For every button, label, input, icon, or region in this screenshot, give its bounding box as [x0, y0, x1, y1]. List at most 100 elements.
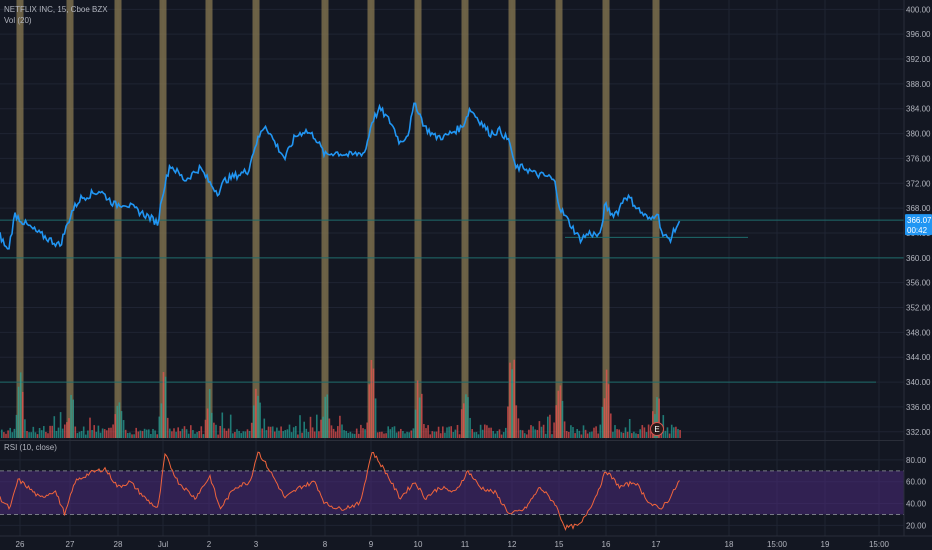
volume-bar — [530, 425, 532, 438]
volume-bar — [9, 427, 11, 438]
volume-bar — [242, 431, 245, 438]
volume-bar — [32, 426, 35, 438]
volume-bar — [24, 419, 26, 438]
volume-bar — [519, 429, 522, 438]
volume-bar — [475, 431, 478, 438]
volume-bar — [307, 432, 310, 438]
chart-legend: NETFLIX INC, 15, Cboe BZX Vol (20) — [4, 4, 108, 26]
volume-bar — [574, 433, 576, 438]
volume-bar — [572, 427, 574, 438]
volume-bar — [463, 403, 465, 438]
volume-bar — [532, 426, 534, 438]
volume-bar — [624, 427, 627, 438]
volume-bar — [267, 426, 270, 438]
volume-bar — [589, 432, 591, 438]
volume-bar — [454, 429, 457, 438]
volume-bar — [17, 386, 20, 438]
volume-bar — [166, 417, 169, 438]
volume-bar — [414, 409, 417, 438]
volume-bar — [473, 432, 476, 438]
volume-legend: Vol (20) — [4, 16, 32, 25]
volume-bar — [82, 426, 85, 438]
volume-bar — [628, 419, 631, 438]
volume-bar — [599, 424, 602, 438]
volume-bar — [393, 426, 396, 438]
last-price-value: 366.07 — [907, 216, 932, 225]
volume-bar — [536, 429, 539, 438]
volume-bar — [620, 432, 623, 438]
volume-bar — [551, 434, 553, 438]
volume-bar — [3, 432, 5, 438]
volume-bar — [668, 433, 671, 438]
price-tick-label: 368.00 — [906, 204, 931, 213]
volume-bar — [448, 426, 450, 438]
volume-bar — [28, 432, 30, 438]
volume-bar — [387, 426, 389, 438]
volume-bar — [633, 431, 635, 438]
volume-bar — [200, 426, 203, 438]
volume-bar — [381, 431, 383, 438]
volume-bar — [13, 428, 16, 438]
volume-bar — [465, 394, 467, 438]
volume-bar — [150, 433, 152, 438]
volume-bar — [584, 429, 587, 438]
volume-bar — [215, 424, 217, 438]
volume-bar — [101, 428, 104, 438]
price-tick-label: 352.00 — [906, 304, 931, 313]
volume-bar — [484, 424, 486, 438]
volume-bar — [198, 431, 200, 438]
volume-bar — [282, 431, 284, 438]
volume-bar — [351, 433, 354, 438]
volume-bar — [250, 422, 253, 438]
volume-bar — [253, 405, 255, 438]
volume-bar — [421, 393, 423, 438]
time-tick-label: 9 — [369, 540, 374, 549]
earnings-marker-icon — [650, 422, 664, 436]
volume-bar — [234, 431, 236, 438]
volume-bar — [481, 429, 484, 438]
session-band-12 — [602, 0, 610, 438]
volume-bar — [515, 405, 518, 438]
volume-bar — [330, 425, 333, 438]
volume-bar — [383, 433, 385, 438]
volume-bar — [236, 429, 238, 438]
session-band-2 — [114, 0, 122, 438]
rsi-line — [0, 451, 680, 532]
session-band-4 — [205, 0, 213, 438]
volume-bar — [347, 432, 350, 438]
volume-bar — [257, 395, 259, 438]
price-tick-label: 400.00 — [906, 5, 931, 14]
session-band-3 — [159, 0, 167, 438]
volume-bar — [72, 399, 74, 438]
volume-bar — [402, 431, 404, 438]
volume-bar — [297, 434, 299, 438]
volume-bar — [122, 420, 125, 438]
rsi-tick-label: 40.00 — [906, 500, 927, 509]
volume-bar — [679, 429, 681, 438]
volume-bar — [389, 429, 392, 438]
price-tick-label: 336.00 — [906, 403, 931, 412]
volume-bar — [528, 429, 530, 438]
volume-bar — [127, 433, 129, 438]
volume-bar — [183, 426, 186, 438]
volume-bar — [486, 425, 488, 438]
volume-bar — [26, 431, 28, 438]
time-tick-label: 15:00 — [767, 540, 788, 549]
volume-bar — [290, 432, 293, 438]
volume-bar — [385, 433, 387, 438]
earnings-marker-label: E — [654, 425, 659, 434]
volume-bar — [316, 414, 318, 438]
volume-bar — [374, 398, 377, 438]
volume-bar — [246, 429, 249, 438]
volume-bar — [173, 428, 175, 438]
volume-bar — [187, 433, 190, 438]
session-band-5 — [252, 0, 260, 438]
volume-bar — [498, 429, 501, 438]
volume-bar — [343, 430, 345, 438]
volume-bar — [631, 433, 633, 438]
time-tick-label: 8 — [323, 540, 328, 549]
volume-bar — [488, 427, 490, 438]
volume-bar — [206, 408, 209, 438]
volume-bar — [542, 424, 545, 438]
